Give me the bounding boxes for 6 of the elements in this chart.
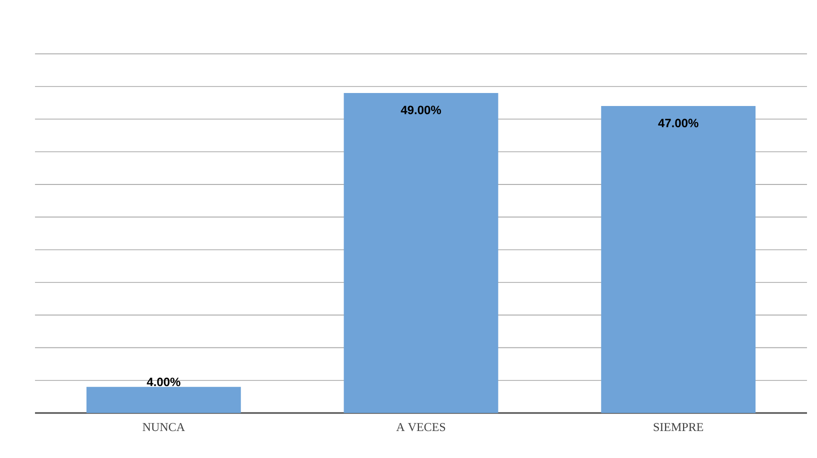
data-label: 47.00% [658,118,698,128]
x-tick-label: SIEMPRE [654,423,704,432]
x-tick-label: A VECES [396,423,446,432]
data-label: 49.00% [400,106,442,114]
data-label: 4.00% [146,378,180,386]
x-tick-label: NUNCA [142,423,185,432]
